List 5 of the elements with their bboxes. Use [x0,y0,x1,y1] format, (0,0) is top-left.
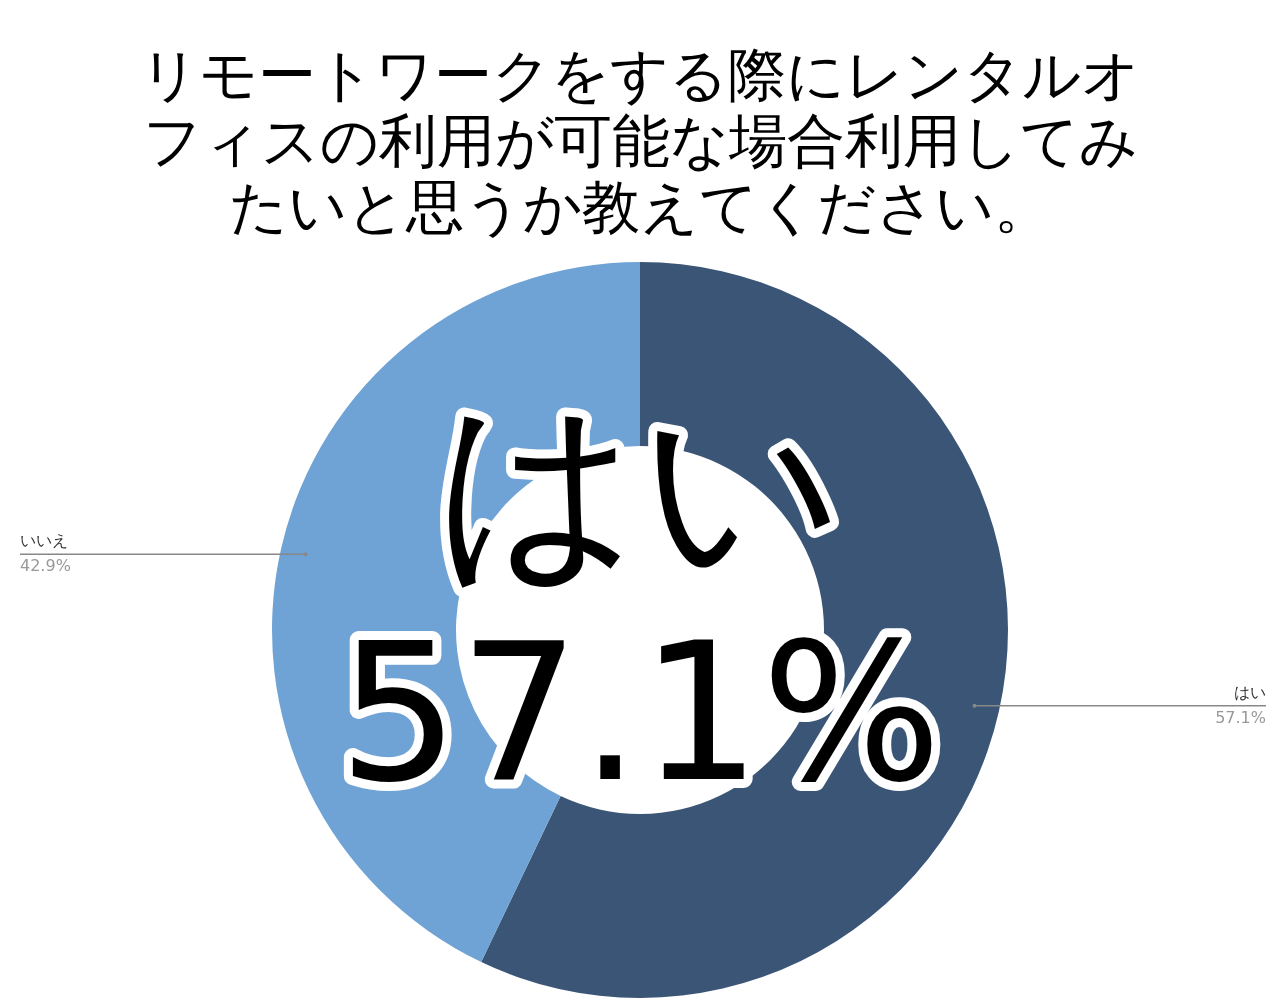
slice-label: いいえ [20,531,68,551]
data-label: 57.1% [1215,708,1266,728]
data-label: 42.9% [20,556,71,576]
chart-title: リモートワークをする際にレンタルオフィスの利用が可能な場合利用してみたいと思うか教えてください。 [140,41,1140,242]
slice-label: はい [1234,683,1266,703]
